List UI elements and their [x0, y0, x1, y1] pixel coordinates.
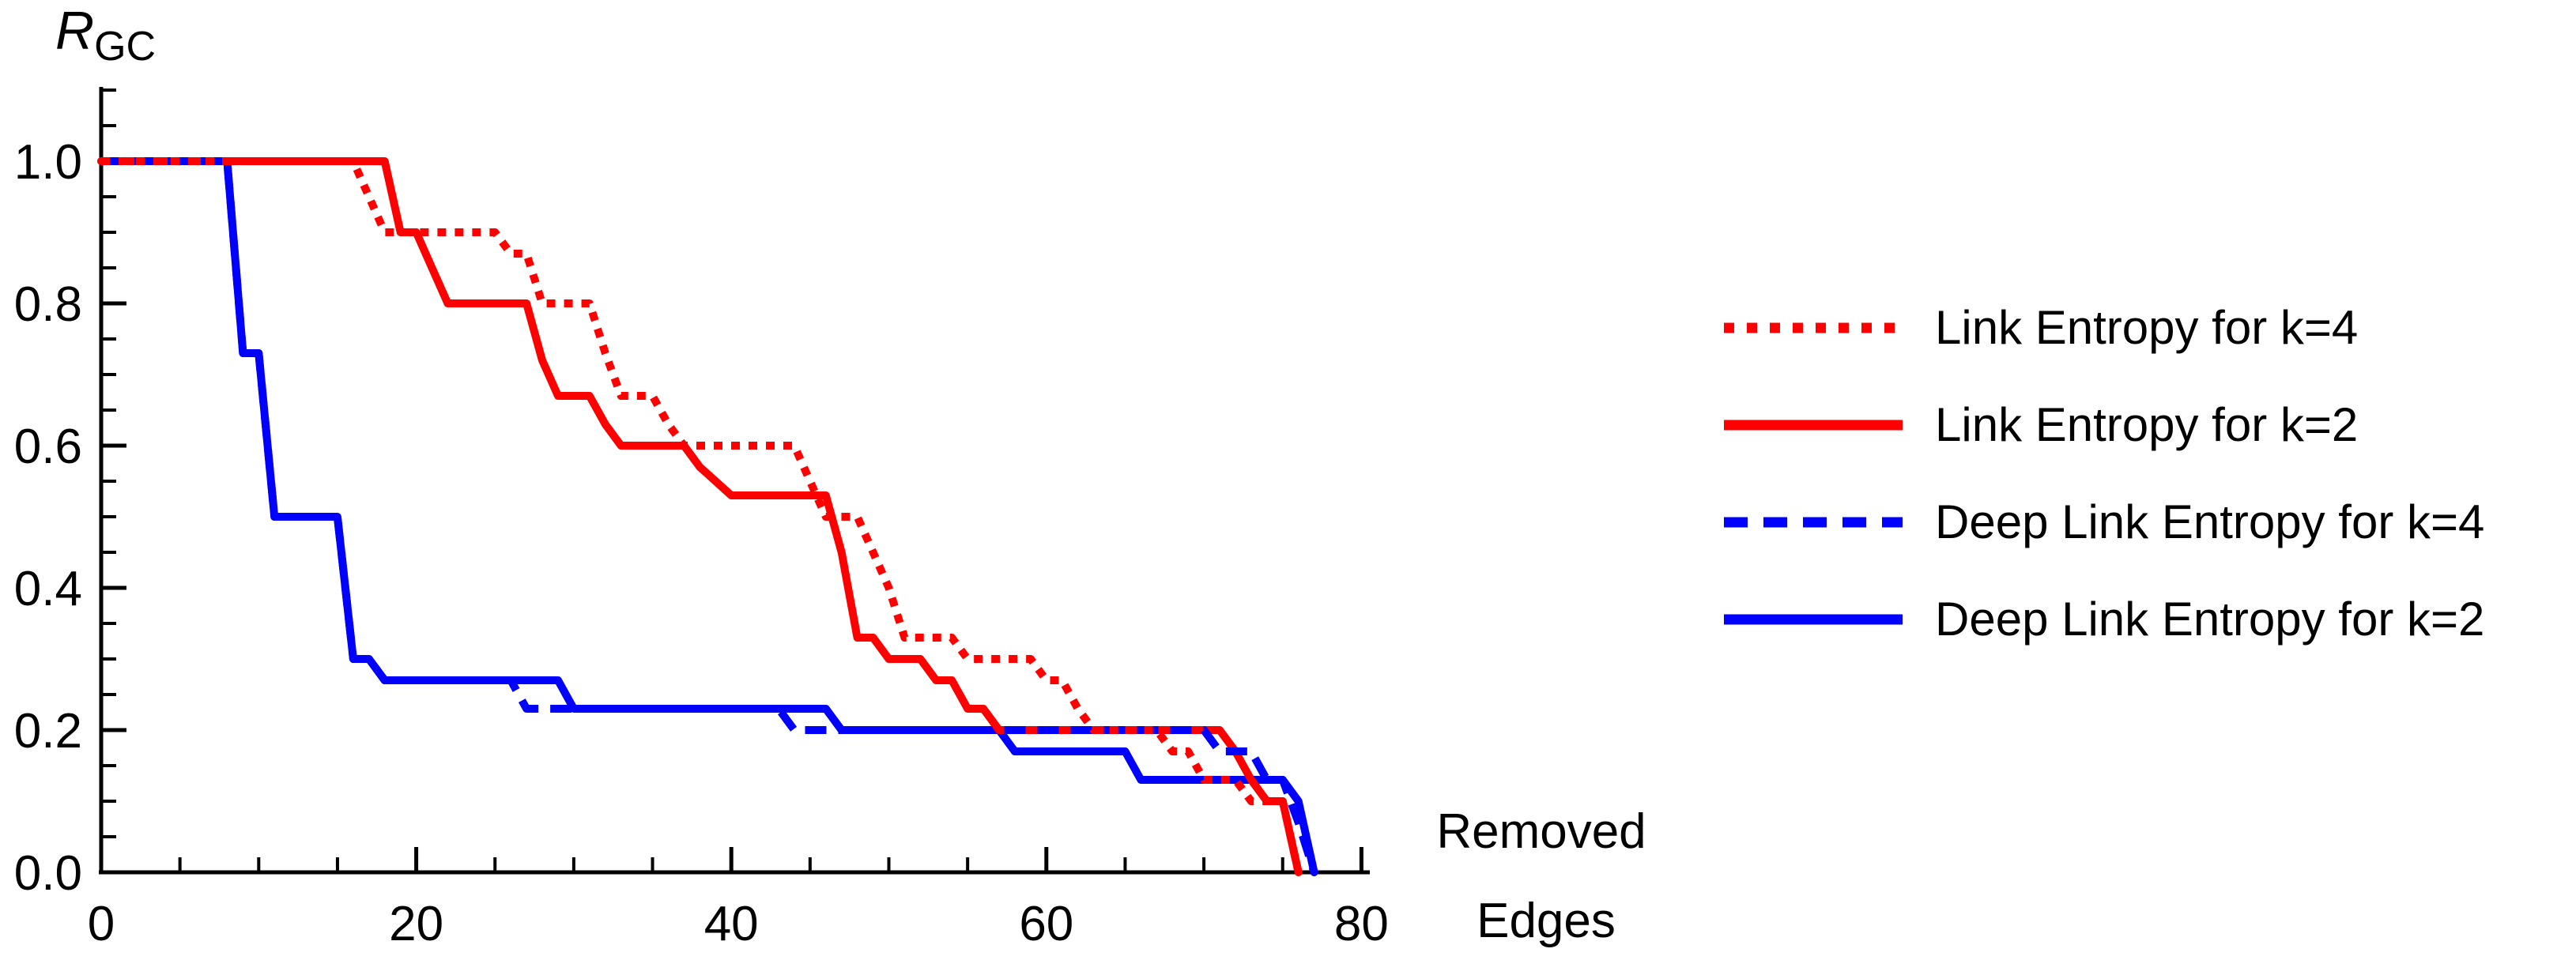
- y-axis-tick-label: 0.6: [14, 420, 82, 474]
- legend-label: Deep Link Entropy for k=4: [1935, 495, 2485, 548]
- y-axis-tick-label: 0.4: [14, 562, 82, 616]
- legend-item: Link Entropy for k=4: [1721, 303, 2484, 352]
- x-axis-tick-label: 40: [704, 897, 759, 951]
- x-axis-tick-label: 0: [88, 897, 115, 951]
- y-axis-tick-label: 1.0: [14, 135, 82, 190]
- axes-layer: 0 20 40 60 80 0.0 0.2 0.4 0.6 0.8 1.0: [14, 87, 1389, 951]
- y-axis-label: RGC: [55, 1, 156, 70]
- legend-label: Link Entropy for k=2: [1935, 398, 2359, 451]
- y-axis-tick-label: 0.2: [14, 704, 82, 759]
- x-axis-tick-label: 80: [1334, 897, 1389, 951]
- y-axis-tick-label: 0.0: [14, 846, 82, 901]
- series-line-deep-link-entropy-for-k-2: [97, 157, 1318, 876]
- x-axis-tick-label: 20: [389, 897, 443, 951]
- series-line-deep-link-entropy-for-k-4: [101, 157, 1318, 874]
- legend-line-sample-solid-red: [1724, 420, 1903, 431]
- legend-item: Link Entropy for k=2: [1721, 401, 2484, 450]
- x-axis-label-line-1: Removed: [1436, 804, 1646, 859]
- series-layer: [97, 157, 1318, 876]
- legend-line-sample-dotted-red: [1724, 322, 1903, 333]
- x-axis-label-line-2: Edges: [1477, 894, 1616, 948]
- legend-item: Deep Link Entropy for k=4: [1721, 498, 2484, 547]
- legend: Link Entropy for k=4 Link Entropy for k=…: [1721, 303, 2484, 692]
- legend-label: Deep Link Entropy for k=2: [1935, 593, 2485, 646]
- legend-label: Link Entropy for k=4: [1935, 301, 2359, 354]
- y-axis-tick-label: 0.8: [14, 277, 82, 332]
- legend-line-sample-dashed-blue: [1724, 517, 1903, 528]
- legend-item: Deep Link Entropy for k=2: [1721, 595, 2484, 644]
- y-axis-label-main: R: [55, 1, 94, 61]
- series-line-link-entropy-for-k-4: [101, 157, 1303, 874]
- x-axis-tick-label: 60: [1019, 897, 1073, 951]
- legend-line-sample-solid-blue: [1724, 614, 1903, 625]
- y-axis-label-subscript: GC: [94, 24, 156, 70]
